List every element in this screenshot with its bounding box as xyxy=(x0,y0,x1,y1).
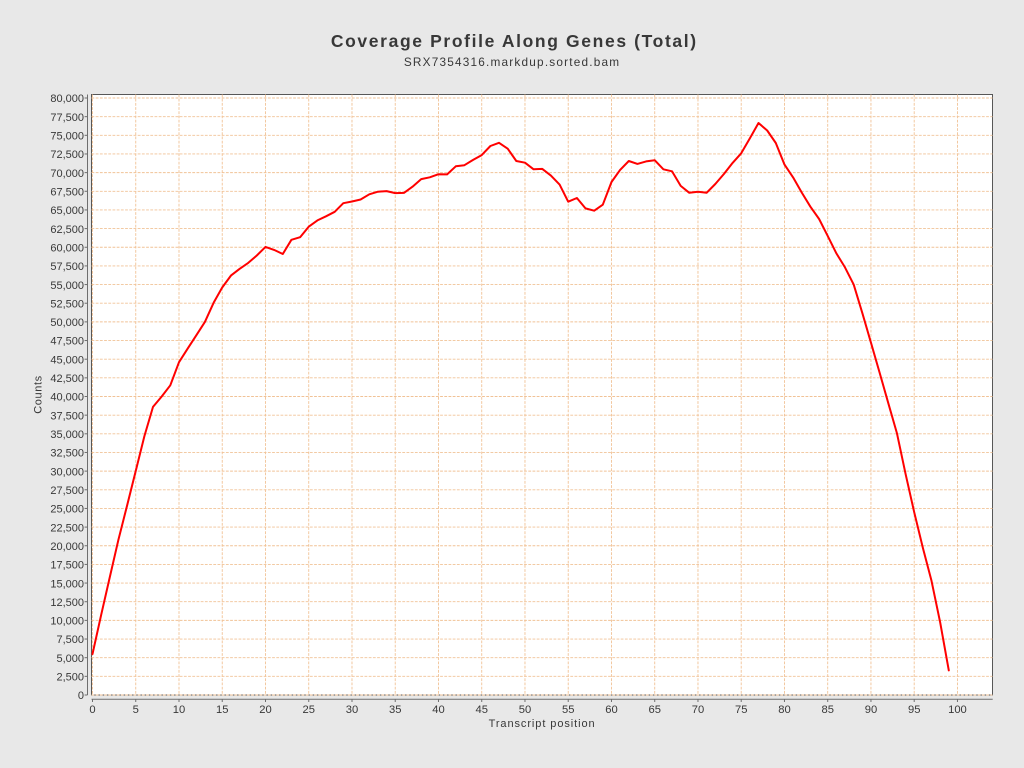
svg-text:45,000: 45,000 xyxy=(50,354,84,366)
svg-text:20: 20 xyxy=(259,704,271,716)
svg-text:95: 95 xyxy=(908,704,920,716)
svg-text:27,500: 27,500 xyxy=(50,485,84,497)
svg-text:35: 35 xyxy=(389,704,401,716)
svg-text:57,500: 57,500 xyxy=(50,261,84,273)
svg-text:5: 5 xyxy=(133,704,139,716)
svg-text:80,000: 80,000 xyxy=(50,93,84,105)
svg-text:0: 0 xyxy=(89,704,95,716)
svg-text:75,000: 75,000 xyxy=(50,131,84,143)
svg-text:15: 15 xyxy=(216,704,228,716)
svg-text:20,000: 20,000 xyxy=(50,541,84,553)
svg-text:70: 70 xyxy=(692,704,704,716)
svg-text:45: 45 xyxy=(476,704,488,716)
svg-text:35,000: 35,000 xyxy=(50,429,84,441)
svg-text:32,500: 32,500 xyxy=(50,448,84,460)
svg-text:10,000: 10,000 xyxy=(50,616,84,628)
svg-text:70,000: 70,000 xyxy=(50,168,84,180)
svg-text:40: 40 xyxy=(432,704,444,716)
svg-text:52,500: 52,500 xyxy=(50,298,84,310)
svg-text:0: 0 xyxy=(78,690,84,702)
svg-text:25,000: 25,000 xyxy=(50,504,84,516)
svg-text:67,500: 67,500 xyxy=(50,186,84,198)
svg-text:65: 65 xyxy=(648,704,660,716)
svg-text:Counts: Counts xyxy=(32,375,44,413)
svg-text:65,000: 65,000 xyxy=(50,205,84,217)
svg-text:Coverage Profile Along Genes (: Coverage Profile Along Genes (Total) xyxy=(331,31,698,51)
svg-text:77,500: 77,500 xyxy=(50,112,84,124)
svg-text:55,000: 55,000 xyxy=(50,280,84,292)
svg-text:7,500: 7,500 xyxy=(56,634,84,646)
svg-text:80: 80 xyxy=(778,704,790,716)
svg-text:40,000: 40,000 xyxy=(50,392,84,404)
svg-text:22,500: 22,500 xyxy=(50,522,84,534)
svg-text:12,500: 12,500 xyxy=(50,597,84,609)
svg-text:5,000: 5,000 xyxy=(56,653,84,665)
svg-text:Transcript position: Transcript position xyxy=(489,718,596,730)
svg-text:37,500: 37,500 xyxy=(50,410,84,422)
svg-text:42,500: 42,500 xyxy=(50,373,84,385)
svg-text:50,000: 50,000 xyxy=(50,317,84,329)
svg-text:17,500: 17,500 xyxy=(50,560,84,572)
svg-text:60,000: 60,000 xyxy=(50,242,84,254)
svg-text:60: 60 xyxy=(605,704,617,716)
svg-text:72,500: 72,500 xyxy=(50,149,84,161)
svg-text:85: 85 xyxy=(821,704,833,716)
svg-text:90: 90 xyxy=(865,704,877,716)
svg-text:10: 10 xyxy=(173,704,185,716)
svg-text:75: 75 xyxy=(735,704,747,716)
svg-text:30,000: 30,000 xyxy=(50,466,84,478)
svg-text:50: 50 xyxy=(519,704,531,716)
svg-text:25: 25 xyxy=(303,704,315,716)
svg-text:62,500: 62,500 xyxy=(50,224,84,236)
svg-text:30: 30 xyxy=(346,704,358,716)
svg-text:2,500: 2,500 xyxy=(56,672,84,684)
svg-text:15,000: 15,000 xyxy=(50,578,84,590)
svg-text:100: 100 xyxy=(948,704,967,716)
svg-text:55: 55 xyxy=(562,704,574,716)
svg-text:SRX7354316.markdup.sorted.bam: SRX7354316.markdup.sorted.bam xyxy=(404,55,620,69)
svg-text:47,500: 47,500 xyxy=(50,336,84,348)
